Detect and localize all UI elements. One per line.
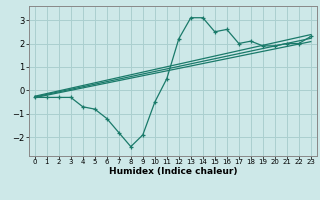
X-axis label: Humidex (Indice chaleur): Humidex (Indice chaleur) (108, 167, 237, 176)
